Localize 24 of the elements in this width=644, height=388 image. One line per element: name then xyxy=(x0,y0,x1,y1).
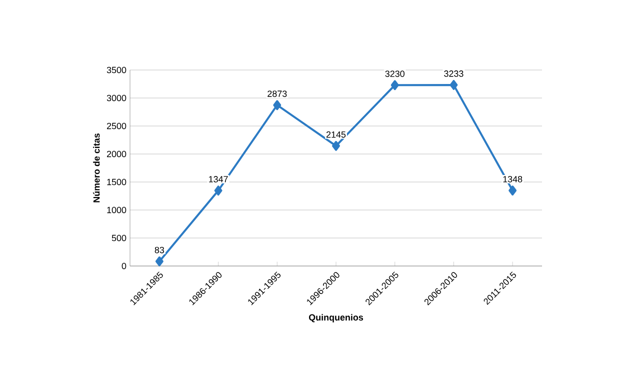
data-label: 3233 xyxy=(444,70,464,77)
y-tick-label: 2000 xyxy=(106,150,126,158)
x-axis-title: Quinquenios xyxy=(308,314,364,322)
y-tick-label: 500 xyxy=(112,234,126,242)
data-label: 83 xyxy=(154,246,164,254)
y-tick-label: 3000 xyxy=(106,94,126,102)
y-tick-label: 3500 xyxy=(106,66,126,74)
y-tick-label: 2500 xyxy=(106,122,126,130)
point xyxy=(155,256,164,266)
data-label: 3230 xyxy=(385,70,404,77)
point xyxy=(508,186,517,196)
point xyxy=(273,100,282,110)
data-label: 1348 xyxy=(503,176,522,182)
y-tick-label: 1500 xyxy=(107,178,126,186)
data-label: 2145 xyxy=(326,131,346,138)
point xyxy=(450,80,458,90)
point xyxy=(390,80,399,90)
point xyxy=(332,140,340,151)
y-axis-title: Número de citas xyxy=(93,133,100,202)
point xyxy=(214,186,222,196)
y-tick-label: 0 xyxy=(122,262,126,270)
data-label: 1347 xyxy=(209,176,228,182)
y-tick-label: 1000 xyxy=(107,206,126,214)
data-label: 2873 xyxy=(268,90,287,97)
